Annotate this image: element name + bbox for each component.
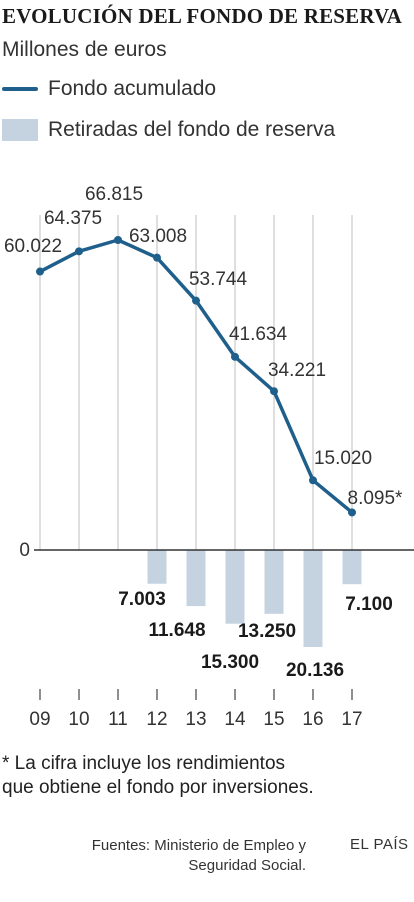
bar-retirada	[225, 550, 245, 624]
legend-label: Fondo acumulado	[48, 77, 217, 100]
x-tick-label: 16	[302, 709, 323, 730]
bar-retirada	[147, 550, 167, 584]
line-data-label: 64.375	[44, 208, 102, 229]
x-tick-label: 09	[29, 709, 50, 730]
bar-retirada	[303, 550, 323, 647]
x-tick-label: 12	[146, 709, 167, 730]
legend-line-swatch	[2, 87, 38, 91]
bar-data-label: 7.003	[118, 589, 166, 610]
data-point	[192, 296, 200, 305]
bar-data-label: 13.250	[238, 621, 296, 642]
data-point	[36, 267, 44, 276]
data-point	[231, 352, 239, 361]
line-data-label: 53.744	[189, 269, 248, 290]
x-tick-label: 14	[224, 709, 246, 730]
chart-area: 0 60.022 64.375 66.815 63.008 53.744 41.634 34.…	[4, 184, 414, 730]
footnote-line: que obtiene el fondo por inversiones.	[2, 777, 314, 798]
legend-bar-swatch	[2, 119, 38, 141]
bar-data-label: 7.100	[345, 594, 393, 615]
data-point	[270, 387, 278, 396]
data-point	[309, 476, 317, 485]
bar-retirada	[264, 550, 284, 614]
zero-tick-label: 0	[19, 540, 30, 561]
x-tick-label: 11	[108, 709, 128, 730]
sources-line: Seguridad Social.	[188, 857, 306, 874]
data-point	[153, 253, 161, 262]
line-data-label: 15.020	[314, 448, 372, 469]
legend-label: Retiradas del fondo de reserva	[48, 118, 336, 141]
line-data-label: 66.815	[85, 184, 143, 205]
footnote: * La cifra incluye los rendimientos que …	[2, 752, 402, 800]
x-tick-label: 17	[341, 709, 362, 730]
chart-title: EVOLUCIÓN DEL FONDO DE RESERVA	[2, 4, 403, 28]
sources-line: Fuentes: Ministerio de Empleo y	[91, 837, 306, 854]
data-point	[75, 247, 83, 256]
line-data-label: 8.095*	[348, 488, 404, 509]
line-data-label: 60.022	[4, 236, 62, 257]
bar-retirada	[342, 550, 362, 585]
data-point	[114, 236, 122, 244]
line-data-label: 41.634	[229, 324, 288, 345]
line-data-label: 34.221	[268, 360, 326, 381]
data-point	[348, 508, 356, 517]
chart-subtitle: Millones de euros	[2, 38, 167, 61]
bar-data-label: 15.300	[201, 652, 259, 673]
legend-item-fondo: Fondo acumulado	[2, 76, 216, 102]
bar-data-label: 11.648	[148, 620, 205, 641]
bar-data-label: 20.136	[286, 660, 344, 681]
x-tick-label: 13	[185, 709, 206, 730]
legend-item-retiradas: Retiradas del fondo de reserva	[2, 117, 335, 143]
bar-retirada	[186, 550, 206, 607]
x-tick-label: 15	[263, 709, 284, 730]
x-tick-label: 10	[68, 709, 89, 730]
sources: Fuentes: Ministerio de Empleo y Segurida…	[56, 836, 306, 876]
footnote-line: * La cifra incluye los rendimientos	[2, 753, 286, 774]
line-data-label: 63.008	[129, 226, 187, 247]
brand-logo: EL PAÍS	[350, 836, 409, 853]
